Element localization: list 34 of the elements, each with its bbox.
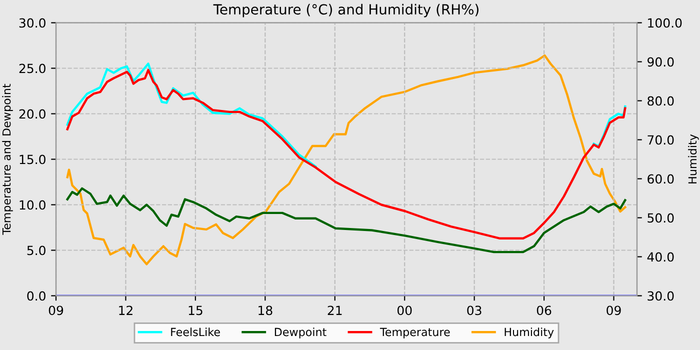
- y-tick-label: 0.0: [27, 291, 46, 301]
- y2-axis-title: Humidity: [688, 134, 699, 184]
- y-tick-label: 20.0: [19, 109, 46, 119]
- y2-tick-label: 50.0: [648, 213, 674, 223]
- y-tick-label: 5.0: [27, 246, 46, 256]
- x-tick-label: 09: [606, 306, 621, 316]
- legend-label: FeelsLike: [171, 328, 220, 336]
- line-series: [66, 54, 626, 266]
- x-tick-label: 15: [188, 306, 202, 316]
- y2-tick-label: 80.0: [648, 96, 674, 106]
- x-tick-label: 09: [48, 306, 64, 316]
- y-tick-label: 15.0: [20, 154, 46, 164]
- x-tick-label: 03: [467, 306, 482, 316]
- legend-label: Temperature: [380, 328, 450, 338]
- y-axis-title: Temperature and Dewpoint: [2, 84, 13, 235]
- line-series: [66, 187, 626, 254]
- y-tick-label: 10.0: [20, 200, 46, 210]
- x-tick-label: 00: [397, 306, 412, 316]
- x-tick-label: 18: [258, 306, 272, 316]
- line-series: [66, 68, 626, 240]
- y2-tick-label: 30.0: [648, 291, 674, 301]
- chart-title: Temperature (°C) and Humidity (RH%): [213, 4, 478, 18]
- legend-label: Dewpoint: [274, 328, 326, 338]
- y2-tick-label: 100.0: [648, 18, 682, 28]
- y-tick-label: 25.0: [19, 64, 46, 74]
- y2-tick-label: 40.0: [647, 252, 674, 262]
- y2-tick-label: 60.0: [648, 174, 674, 184]
- x-tick-label: 21: [328, 306, 342, 315]
- y2-tick-label: 70.0: [648, 135, 674, 145]
- legend-label: Humidity: [504, 328, 554, 338]
- y-tick-label: 30.0: [19, 18, 46, 28]
- x-tick-label: 12: [119, 306, 132, 315]
- x-tick-label: 06: [536, 306, 552, 316]
- y2-tick-label: 90.0: [648, 57, 674, 67]
